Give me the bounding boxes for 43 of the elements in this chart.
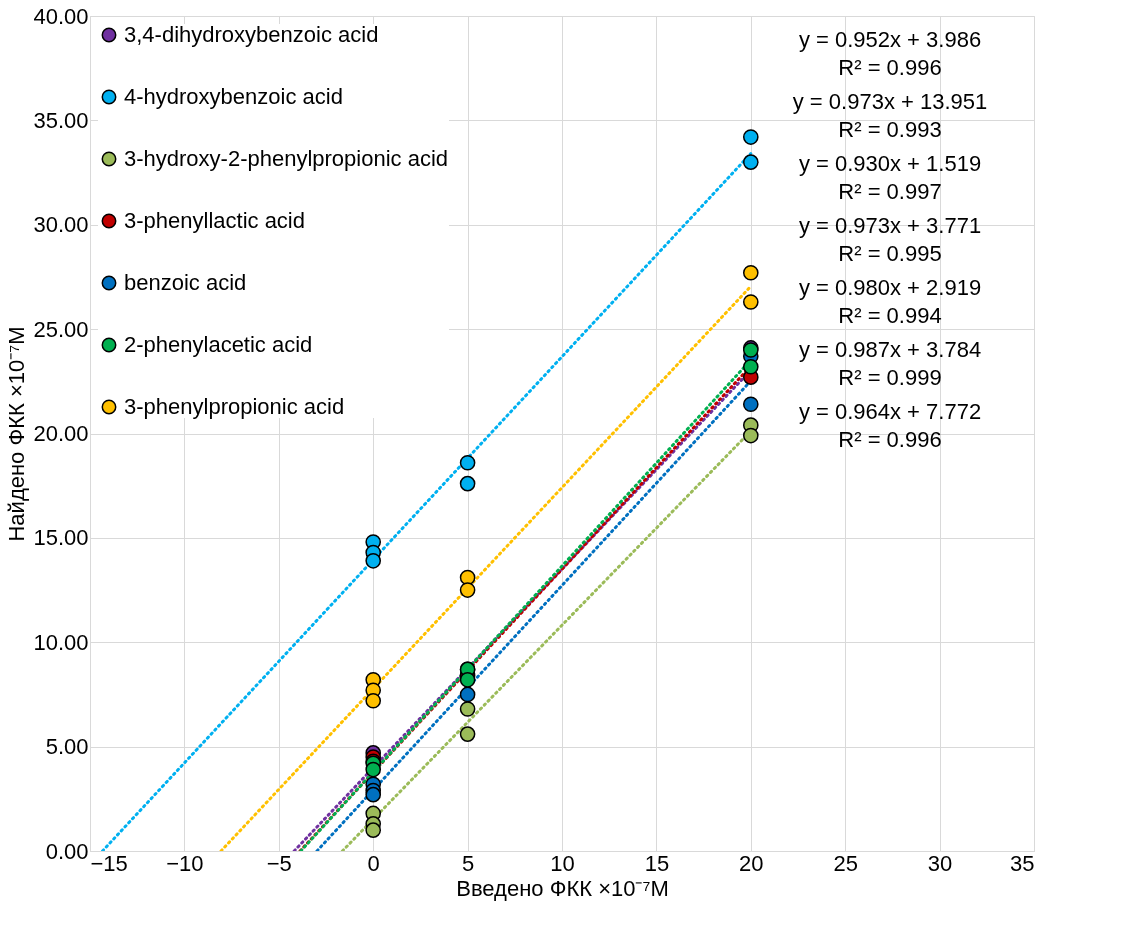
annotation: y = 0.973x + 13.951	[792, 89, 988, 114]
legend-label: 3-phenyllactic acid	[124, 208, 305, 233]
annotation: R² = 0.997	[838, 179, 942, 204]
legend-label: 2-phenylacetic acid	[124, 332, 313, 357]
x-tick-label: −10	[166, 850, 204, 876]
x-tick-label: 25	[833, 850, 858, 876]
x-tick-label: 20	[739, 850, 764, 876]
x-tick-label: 35	[1010, 850, 1035, 876]
annotation: y = 0.930x + 1.519	[798, 151, 982, 176]
x-tick-label: 10	[550, 850, 575, 876]
legend-label: 3-phenylpropionic acid	[124, 394, 345, 419]
annotation: R² = 0.993	[838, 117, 942, 142]
annotation: R² = 0.996	[838, 427, 942, 452]
legend-label: 4-hydroxybenzoic acid	[124, 84, 343, 109]
x-tick-label: 15	[644, 850, 670, 876]
y-tick-label: 25.00	[33, 316, 89, 342]
x-tick-label: −5	[266, 850, 292, 876]
annotation: R² = 0.999	[838, 365, 942, 390]
y-tick-label: 40.00	[33, 3, 89, 29]
y-tick-label: 35.00	[33, 107, 89, 133]
annotation: R² = 0.994	[838, 303, 942, 328]
y-tick-label: 20.00	[33, 421, 89, 446]
x-tick-label: 30	[927, 850, 953, 876]
annotation: y = 0.952x + 3.986	[798, 27, 982, 52]
y-tick-label: 10.00	[33, 629, 89, 655]
x-tick-label: 5	[461, 850, 475, 876]
legend-label: 3-hydroxy-2-phenylpropionic acid	[124, 146, 449, 171]
annotation: y = 0.964x + 7.772	[798, 399, 982, 424]
x-tick-label: −15	[90, 850, 128, 876]
annotation: y = 0.987x + 3.784	[798, 337, 982, 362]
y-tick-label: 0.00	[45, 838, 89, 864]
annotation: R² = 0.996	[838, 55, 942, 80]
y-tick-label: 5.00	[45, 734, 89, 760]
x-axis-title: Введено ФКК ×10⁻⁷М	[456, 875, 669, 901]
annotation: y = 0.973x + 3.771	[798, 213, 982, 238]
annotation: R² = 0.995	[838, 241, 942, 266]
y-tick-label: 15.00	[33, 525, 89, 551]
x-tick-label: 0	[367, 850, 380, 876]
legend-label: benzoic acid	[124, 270, 247, 295]
y-axis-title: Найдено ФКК ×10⁻⁷М	[4, 326, 30, 542]
annotation: y = 0.980x + 2.919	[798, 275, 982, 300]
y-tick-label: 30.00	[33, 212, 89, 238]
legend-label: 3,4-dihydroxybenzoic acid	[124, 22, 379, 47]
